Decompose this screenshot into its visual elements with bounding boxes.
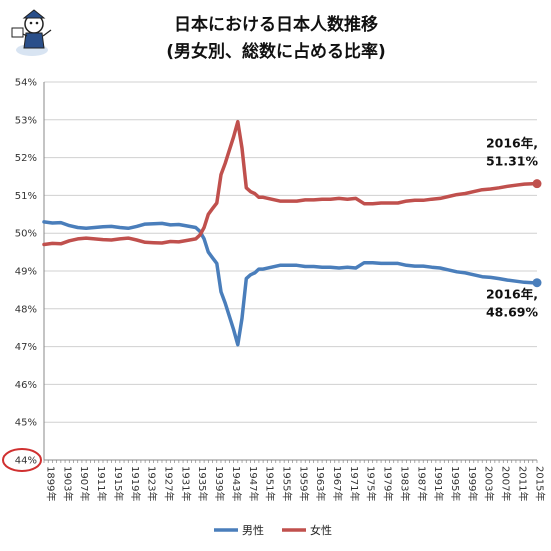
series-line-male bbox=[42, 220, 539, 347]
x-tick-label: 1943年 bbox=[230, 466, 243, 501]
x-tick-label: 1903年 bbox=[61, 466, 74, 501]
x-tick-label: 2007年 bbox=[500, 466, 513, 501]
y-tick-label: 51% bbox=[15, 191, 37, 202]
y-tick-label: 44% bbox=[15, 456, 37, 467]
y-tick-label: 46% bbox=[15, 380, 37, 391]
x-tick-label: 1975年 bbox=[365, 466, 378, 501]
x-tick-label: 2011年 bbox=[516, 466, 529, 501]
x-tick-label: 2015年 bbox=[533, 466, 546, 501]
chart-subtitle: (男女別、総数に占める比率) bbox=[166, 41, 386, 62]
x-tick-label: 1999年 bbox=[466, 466, 479, 501]
legend: 男性 女性 bbox=[214, 523, 332, 537]
y-tick-label: 48% bbox=[15, 304, 37, 315]
x-tick-label: 1987年 bbox=[415, 466, 428, 501]
y-tick-label: 50% bbox=[15, 229, 37, 240]
x-tick-label: 1927年 bbox=[162, 466, 175, 501]
annotation-label: 2016年, bbox=[486, 287, 538, 302]
x-tick-label: 2003年 bbox=[483, 466, 496, 501]
x-tick-label: 1963年 bbox=[314, 466, 327, 501]
x-tick-label: 1979年 bbox=[382, 466, 395, 501]
x-axis: 1899年 1903年 1907年 1911年 1915年 1919年 1923年 1927年… bbox=[43, 82, 546, 501]
y-tick-label: 53% bbox=[15, 115, 37, 126]
x-tick-label: 1971年 bbox=[348, 466, 361, 501]
x-tick-label: 1931年 bbox=[179, 466, 192, 501]
annotations: 2016年, 51.31% 2016年, 48.69% bbox=[486, 136, 539, 320]
x-tick-label: 1995年 bbox=[449, 466, 462, 501]
x-tick-label: 1955年 bbox=[280, 466, 293, 501]
x-tick-label: 1911年 bbox=[95, 466, 108, 501]
legend-label: 女性 bbox=[310, 523, 332, 537]
y-tick-label: 52% bbox=[15, 153, 37, 164]
x-tick-label: 1991年 bbox=[432, 466, 445, 501]
mascot-logo bbox=[11, 9, 52, 56]
y-axis-ticks: 54% 53% 52% 51% 50% 49% 48% 47% 46% 45% 44% bbox=[2, 78, 42, 472]
annotation-label: 48.69% bbox=[486, 305, 539, 320]
x-tick-label: 1959年 bbox=[297, 466, 310, 501]
x-tick-label: 1967年 bbox=[331, 466, 344, 501]
y-tick-label: 49% bbox=[15, 267, 37, 278]
series-lines bbox=[42, 119, 542, 347]
x-tick-label: 1899年 bbox=[45, 466, 58, 501]
annotation-label: 51.31% bbox=[486, 154, 539, 169]
x-tick-label: 1935年 bbox=[196, 466, 209, 501]
y-tick-label: 45% bbox=[15, 418, 37, 429]
x-tick-label: 1951年 bbox=[264, 466, 277, 501]
chart-title: 日本における日本人数推移 bbox=[174, 14, 378, 35]
series-line-female bbox=[42, 119, 539, 247]
x-tick-label: 1939年 bbox=[213, 466, 226, 501]
x-tick-label: 1947年 bbox=[247, 466, 260, 501]
y-tick-label: 47% bbox=[15, 342, 37, 353]
series-end-marker bbox=[532, 179, 542, 189]
x-tick-label: 1907年 bbox=[78, 466, 91, 501]
x-tick-label: 1919年 bbox=[129, 466, 142, 501]
x-tick-label: 1915年 bbox=[112, 466, 125, 501]
x-tick-label: 1923年 bbox=[146, 466, 159, 501]
series-end-marker bbox=[532, 278, 542, 288]
x-tick-label: 1983年 bbox=[398, 466, 411, 501]
legend-label: 男性 bbox=[242, 523, 264, 537]
highlight-circle bbox=[2, 448, 42, 472]
annotation-label: 2016年, bbox=[486, 136, 538, 151]
y-tick-label: 54% bbox=[15, 78, 37, 89]
